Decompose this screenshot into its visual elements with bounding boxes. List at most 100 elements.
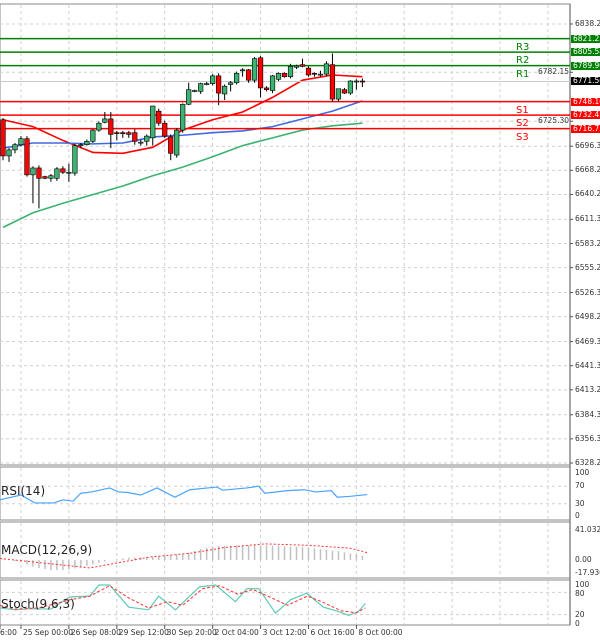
rsi-axis-label: 70 bbox=[575, 481, 585, 491]
bullish-candle bbox=[186, 89, 192, 105]
bullish-candle bbox=[335, 88, 342, 100]
stoch-label: Stoch(9,6,3) bbox=[1, 597, 75, 611]
bearish-candle bbox=[257, 57, 264, 89]
level-price-tag: 6789.90 bbox=[571, 61, 600, 70]
price-axis-label: 6469.35 bbox=[575, 336, 600, 346]
price-axis-label: 6668.25 bbox=[575, 165, 600, 175]
stoch-main-line bbox=[0, 584, 366, 616]
price-axis-label: 6640.20 bbox=[575, 189, 600, 199]
bearish-candle bbox=[108, 118, 114, 135]
rsi-axis-label: 0 bbox=[575, 511, 580, 520]
bearish-candle bbox=[299, 64, 306, 67]
bearish-candle bbox=[60, 168, 66, 173]
bullish-candle bbox=[275, 72, 282, 80]
bullish-candle bbox=[204, 83, 210, 85]
bullish-candle bbox=[347, 80, 354, 94]
price-axis-label: 6498.25 bbox=[575, 311, 600, 321]
bearish-candle bbox=[42, 176, 48, 179]
bearish-candle bbox=[120, 132, 126, 134]
bullish-candle bbox=[66, 171, 72, 174]
stoch-axis-label: 80 bbox=[575, 589, 585, 598]
bullish-candle bbox=[6, 149, 12, 157]
level-label-r1: R1 bbox=[516, 68, 530, 80]
panel-frame-3 bbox=[0, 579, 571, 626]
bearish-candle bbox=[156, 110, 162, 124]
level-label-r3: R3 bbox=[516, 41, 530, 53]
bullish-candle bbox=[72, 145, 78, 174]
bullish-candle bbox=[323, 63, 330, 75]
bullish-candle bbox=[102, 118, 108, 123]
time-axis-label: 6 Oct 16:00 bbox=[310, 628, 355, 637]
rsi-axis-label: 100 bbox=[575, 468, 590, 477]
bullish-candle bbox=[84, 140, 90, 146]
time-axis-label: 29 Sep 12:00 bbox=[118, 628, 169, 637]
bearish-candle bbox=[36, 167, 42, 179]
time-axis-label: 6:00 bbox=[0, 628, 17, 637]
price-axis-label: 6611.30 bbox=[575, 214, 600, 224]
bullish-candle bbox=[287, 66, 294, 78]
bullish-candle bbox=[144, 135, 150, 142]
bearish-candle bbox=[359, 80, 366, 83]
level-price-tag: 6748.10 bbox=[571, 97, 600, 106]
bullish-candle bbox=[12, 144, 18, 151]
price-axis-label: 6583.25 bbox=[575, 238, 600, 248]
bullish-candle bbox=[30, 167, 36, 176]
bullish-candle bbox=[251, 58, 258, 81]
bearish-candle bbox=[162, 122, 168, 137]
bearish-candle bbox=[114, 132, 120, 134]
price-axis-label: 6441.30 bbox=[575, 360, 600, 370]
bearish-candle bbox=[216, 75, 222, 94]
rsi-label: RSI(14) bbox=[1, 484, 46, 498]
bullish-candle bbox=[293, 65, 300, 68]
bullish-candle bbox=[180, 103, 186, 131]
bearish-candle bbox=[329, 64, 336, 100]
bearish-candle bbox=[132, 132, 138, 142]
level-price-tag: 6805.58 bbox=[571, 48, 600, 57]
bullish-candle bbox=[18, 138, 24, 146]
rsi-line bbox=[0, 485, 368, 504]
bearish-candle bbox=[245, 69, 252, 81]
stoch-signal-line bbox=[0, 585, 366, 614]
bullish-candle bbox=[228, 82, 234, 85]
stoch-axis-label: 100 bbox=[575, 580, 590, 589]
time-axis-label: 25 Sep 00:00 bbox=[22, 628, 74, 637]
rsi-axis-label: 30 bbox=[575, 498, 585, 508]
current-price-tag: 6771.50 bbox=[571, 77, 600, 86]
stoch-axis-label: 0 bbox=[575, 618, 580, 628]
bearish-candle bbox=[341, 89, 348, 94]
level-label-s3: S3 bbox=[516, 131, 529, 143]
bullish-candle bbox=[240, 69, 246, 72]
bullish-candle bbox=[269, 75, 276, 91]
bullish-candle bbox=[78, 144, 84, 147]
level-label-s2: S2 bbox=[516, 118, 529, 130]
bullish-candle bbox=[54, 168, 60, 179]
bullish-candle bbox=[192, 90, 198, 92]
macd-axis-label: 41.032 bbox=[575, 525, 600, 534]
bearish-candle bbox=[0, 119, 6, 157]
bullish-candle bbox=[90, 129, 96, 142]
bullish-candle bbox=[198, 83, 204, 92]
time-axis-label: 3 Oct 12:00 bbox=[262, 628, 307, 637]
bullish-candle bbox=[96, 122, 102, 131]
level-label-s1: S1 bbox=[516, 104, 529, 116]
panel-frame-1 bbox=[0, 466, 571, 521]
bullish-candle bbox=[353, 80, 360, 83]
bearish-candle bbox=[311, 72, 318, 75]
price-axis-label: 6413.25 bbox=[575, 384, 600, 394]
bearish-candle bbox=[305, 67, 312, 76]
level-price-tag: 6732.42 bbox=[571, 111, 600, 120]
macd-axis-label: -17.936 bbox=[575, 568, 600, 577]
time-axis-label: 2 Oct 04:00 bbox=[214, 628, 259, 637]
bullish-candle bbox=[317, 73, 324, 76]
bullish-candle bbox=[234, 72, 240, 84]
bullish-candle bbox=[138, 141, 144, 144]
ma-blue-line bbox=[2, 100, 363, 149]
stoch-axis-label: 20 bbox=[575, 609, 585, 619]
bearish-candle bbox=[24, 138, 30, 176]
price-axis-label: 6356.30 bbox=[575, 433, 600, 443]
time-axis-label: 26 Sep 08:00 bbox=[70, 628, 121, 637]
time-axis-label: 8 Oct 00:00 bbox=[358, 628, 403, 637]
macd-axis-label: 0.00 bbox=[575, 554, 592, 564]
price-axis-label: 6696.30 bbox=[575, 141, 600, 151]
